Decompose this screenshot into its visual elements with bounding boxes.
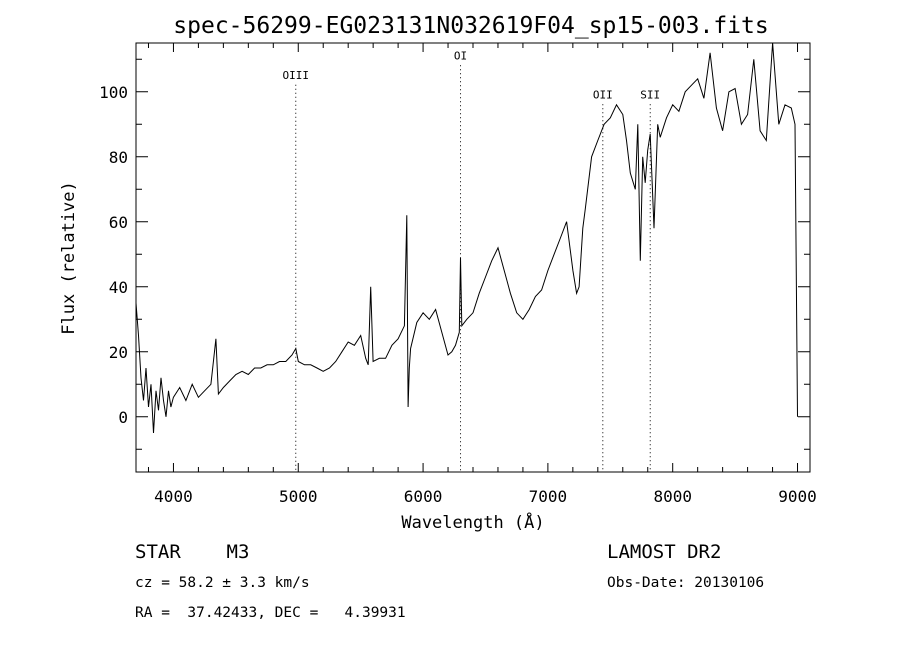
spectral-line-markers: OIII OI OII SII [283, 49, 660, 472]
x-tick-label: 7000 [529, 487, 568, 506]
x-tick-label: 8000 [653, 487, 692, 506]
y-tick-label: 60 [109, 213, 128, 232]
axis-ticks [136, 43, 810, 472]
y-axis-label: Flux (relative) [59, 181, 79, 335]
coordinates: RA = 37.42433, DEC = 4.39931 [135, 605, 406, 621]
x-tick-label: 9000 [778, 487, 817, 506]
x-tick-label: 4000 [154, 487, 193, 506]
spectrum-line [135, 42, 798, 434]
line-label-oi: OI [454, 49, 467, 62]
y-tick-label: 0 [118, 408, 128, 427]
line-label-sii: SII [640, 88, 660, 101]
x-tick-label: 6000 [404, 487, 443, 506]
x-axis-label: Wavelength (Å) [401, 511, 544, 533]
x-tick-label: 5000 [279, 487, 318, 506]
redshift-velocity: cz = 58.2 ± 3.3 km/s [135, 575, 310, 591]
y-tick-label: 20 [109, 343, 128, 362]
chart-title: spec-56299-EG023131N032619F04_sp15-003.f… [173, 13, 768, 39]
object-class: STAR M3 [135, 541, 250, 563]
x-tick-labels: 4000 5000 6000 7000 8000 9000 [154, 487, 817, 506]
observation-date: Obs-Date: 20130106 [607, 575, 765, 591]
y-tick-label: 80 [109, 148, 128, 167]
y-tick-labels: 0 20 40 60 80 100 [99, 83, 128, 427]
survey-name: LAMOST DR2 [607, 541, 722, 563]
y-tick-label: 40 [109, 278, 128, 297]
y-tick-label: 100 [99, 83, 128, 102]
line-label-oiii: OIII [283, 69, 310, 82]
line-label-oii: OII [593, 88, 613, 101]
plot-frame [135, 42, 811, 473]
